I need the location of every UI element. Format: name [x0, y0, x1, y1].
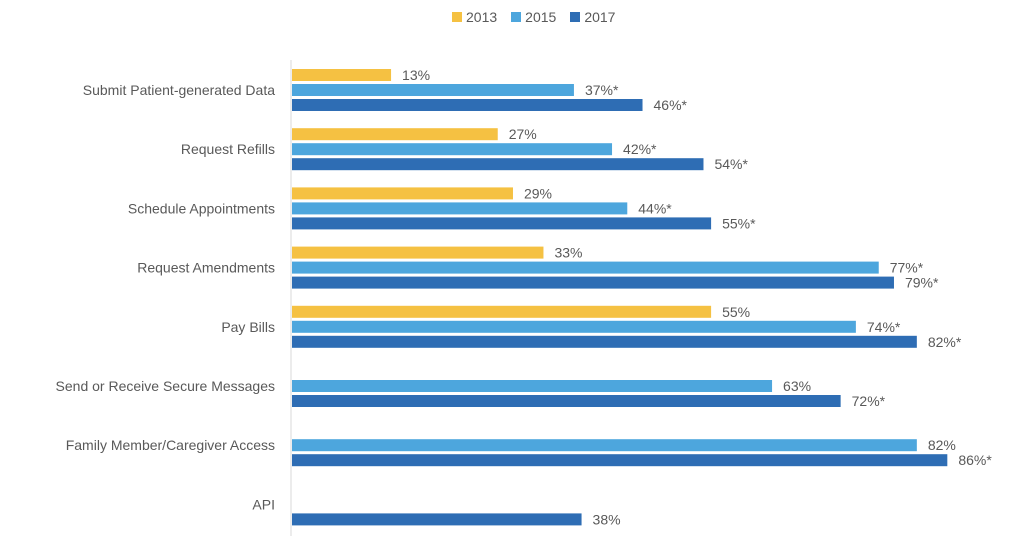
legend-swatch: [511, 12, 522, 22]
data-label: 74%*: [867, 319, 901, 335]
data-label: 42%*: [623, 141, 657, 157]
bar-2017: [292, 217, 712, 230]
legend-item-2015: 2015: [511, 9, 556, 25]
bar-2013: [292, 246, 544, 259]
bar-2015: [292, 143, 613, 156]
data-label: 38%: [593, 511, 621, 527]
legend: 2013 2015 2017: [452, 9, 615, 25]
bar-2017: [292, 513, 582, 526]
bar-2015: [292, 380, 773, 392]
bar-2013: [292, 187, 513, 200]
legend-swatch: [570, 12, 581, 22]
category-label: Send or Receive Secure Messages: [56, 378, 275, 394]
data-label: 29%: [524, 185, 552, 201]
data-label: 82%*: [928, 334, 962, 350]
data-label: 37%*: [585, 82, 619, 98]
data-label: 55%: [722, 304, 750, 320]
category-label: Pay Bills: [221, 319, 275, 335]
data-label: 44%*: [638, 200, 672, 216]
bar-2015: [292, 261, 879, 274]
bar-2017: [292, 335, 917, 348]
data-label: 86%*: [958, 452, 992, 468]
bar-2017: [292, 395, 841, 407]
bar-2015: [292, 320, 856, 333]
category-label: Request Amendments: [137, 260, 275, 276]
data-label: 72%*: [852, 393, 886, 409]
category-label: Request Refills: [181, 141, 275, 157]
bar-2017: [292, 454, 948, 467]
legend-label: 2017: [584, 9, 616, 25]
data-label: 55%*: [722, 215, 756, 231]
legend-item-2013: 2013: [452, 9, 497, 25]
data-label: 33%: [554, 245, 582, 261]
bar-2013: [292, 305, 712, 318]
bar-2013: [292, 128, 498, 141]
data-label: 63%: [783, 378, 811, 394]
bar-2015: [292, 439, 917, 452]
data-label: 54%*: [714, 156, 748, 172]
bar-2013: [292, 69, 392, 81]
data-label: 79%*: [905, 275, 939, 291]
legend-label: 2015: [525, 9, 557, 25]
legend-item-2017: 2017: [570, 9, 615, 25]
bar-2017: [292, 158, 704, 171]
category-label: Family Member/Caregiver Access: [66, 437, 275, 453]
category-label: Submit Patient-generated Data: [83, 82, 275, 98]
bar-2017: [292, 276, 894, 289]
legend-swatch: [452, 12, 462, 22]
data-label: 77%*: [890, 260, 924, 276]
data-label: 46%*: [654, 97, 688, 113]
bar-2015: [292, 84, 574, 96]
bar-2017: [292, 99, 643, 111]
legend-label: 2013: [466, 9, 498, 25]
category-label: Schedule Appointments: [128, 200, 275, 216]
data-label: 13%: [402, 67, 430, 83]
bar-2015: [292, 202, 628, 215]
data-label: 82%: [928, 437, 956, 453]
category-label: API: [252, 496, 275, 512]
data-label: 27%: [509, 126, 537, 142]
